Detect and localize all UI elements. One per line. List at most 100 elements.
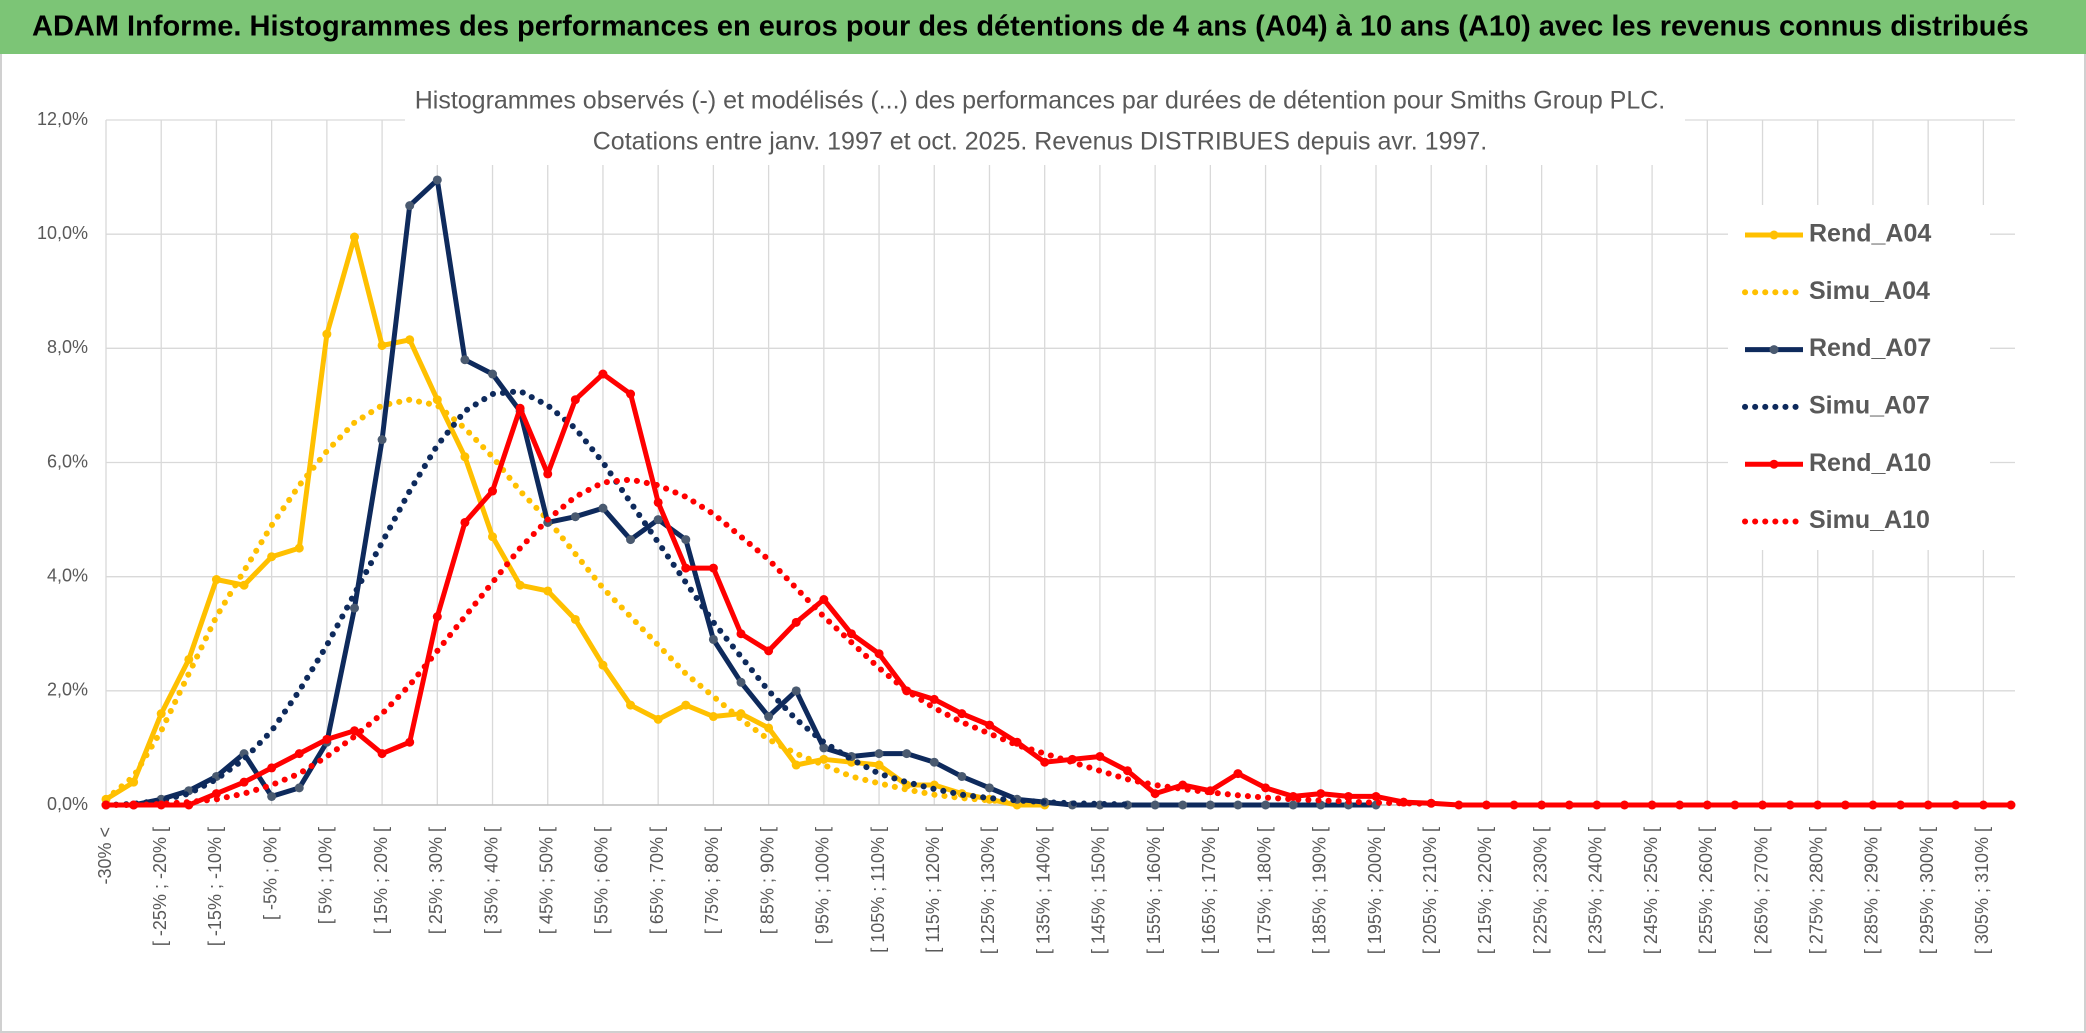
point [1813,800,1823,810]
point [1537,800,1547,810]
point [1675,800,1685,810]
x-tick-label: [ 205% ; 210% [ [1420,827,1440,954]
point [708,634,718,644]
point [1840,800,1850,810]
point [570,614,580,624]
point [1288,800,1298,810]
point [1261,800,1271,810]
x-tick-label: [ 55% ; 60% [ [592,827,612,934]
point [653,497,663,507]
point [791,760,801,770]
point [239,580,249,590]
point [515,580,525,590]
point [405,737,415,747]
x-tick-label: [ -25% ; -20% [ [150,827,170,946]
point [791,617,801,627]
point [322,734,332,744]
point [543,469,553,479]
point [1371,791,1381,801]
x-tick-label: [ 65% ; 70% [ [647,827,667,934]
legend-marker [1769,459,1779,469]
point [819,754,829,764]
point [322,329,332,339]
point [515,403,525,413]
point [2006,800,2016,810]
point [984,720,994,730]
y-tick-label: 4,0% [47,565,88,585]
x-tick-label: [ 85% ; 90% [ [757,827,777,934]
point [681,700,691,710]
point [984,783,994,793]
title-backdrop [405,80,1685,165]
point [1896,800,1906,810]
point [626,535,636,545]
point [432,612,442,622]
point [736,677,746,687]
point [349,232,359,242]
point [405,201,415,211]
point [957,709,967,719]
point [1509,800,1519,810]
point [488,369,498,379]
point [1978,800,1988,810]
point [764,712,774,722]
x-tick-label: [ 295% ; 300% [ [1917,827,1937,954]
point [1564,800,1574,810]
point [570,395,580,405]
x-tick-label: [ 15% ; 20% [ [371,827,391,934]
point [846,629,856,639]
point [874,649,884,659]
x-tick-label: -30% < [95,827,115,885]
point [432,175,442,185]
x-tick-label: [ 115% ; 120% [ [923,827,943,953]
point [294,749,304,759]
point [294,543,304,553]
point [1316,789,1326,799]
point [488,486,498,496]
chart-title: Histogrammes observés (-) et modélisés (… [415,87,1666,115]
y-tick-label: 8,0% [47,337,88,357]
x-tick-label: [ 235% ; 240% [ [1586,827,1606,954]
point [543,586,553,596]
point [294,783,304,793]
point [1343,791,1353,801]
point [460,452,470,462]
point [764,646,774,656]
point [460,355,470,365]
point [267,763,277,773]
legend-label: Rend_A07 [1809,334,1931,362]
point [929,757,939,767]
point [874,749,884,759]
x-tick-label: [ 165% ; 170% [ [1199,827,1219,954]
point [957,771,967,781]
x-tick-label: [ 135% ; 140% [ [1033,827,1053,954]
x-tick-label: [ 5% ; 10% [ [316,827,336,924]
legend-label: Simu_A10 [1809,506,1930,534]
x-tick-label: [ 35% ; 40% [ [481,827,501,934]
series-line [103,476,1435,808]
point [1095,751,1105,761]
x-tick-label: [ 195% ; 200% [ [1365,827,1385,954]
point [267,552,277,562]
point [681,535,691,545]
y-tick-label: 10,0% [37,223,88,243]
legend-marker [1769,230,1779,240]
point [791,686,801,696]
point [819,743,829,753]
point [377,749,387,759]
point [1702,800,1712,810]
x-tick-label: [ -5% ; 0% [ [260,827,280,920]
header-band [0,0,2086,54]
point [1040,757,1050,767]
legend-label: Rend_A10 [1809,449,1931,477]
point [764,723,774,733]
legend-label: Simu_A07 [1809,392,1930,420]
point [1868,800,1878,810]
x-tick-label: [ -15% ; -10% [ [205,827,225,946]
point [1233,769,1243,779]
point [902,749,912,759]
point [349,603,359,613]
point [736,629,746,639]
